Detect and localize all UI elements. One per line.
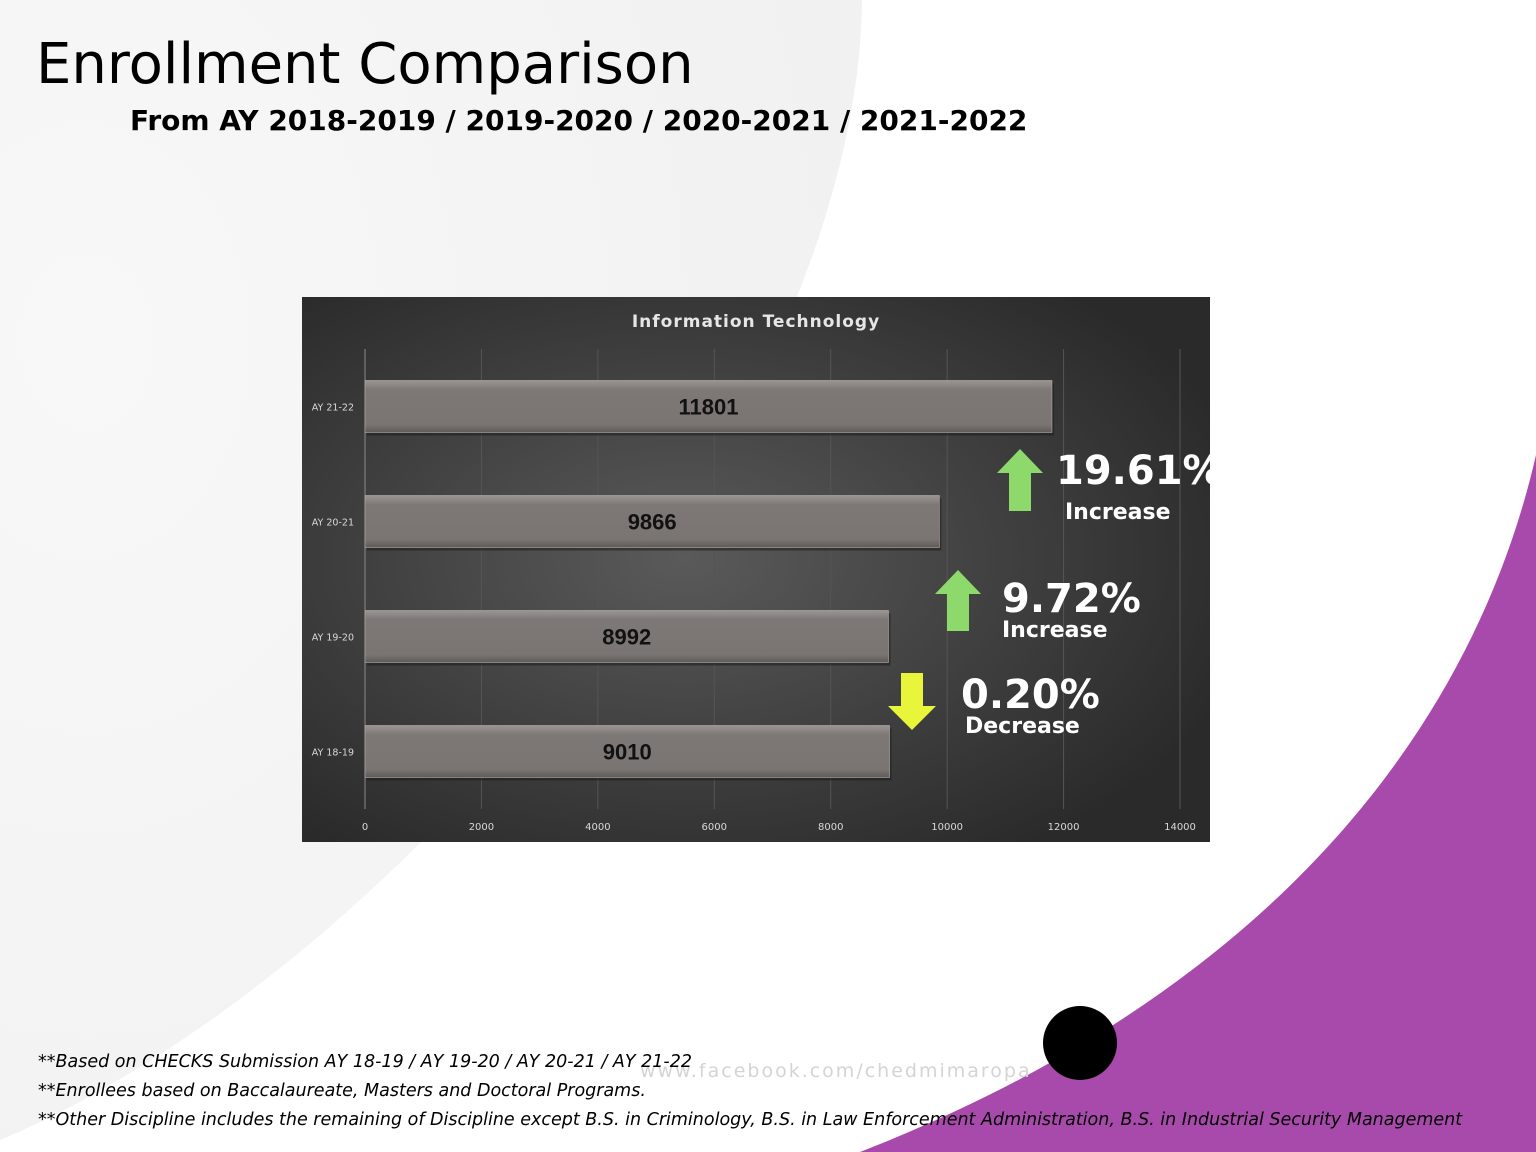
- arrow-up-icon: [997, 449, 1043, 511]
- arrow-up-icon: [935, 570, 981, 631]
- bar: [364, 495, 940, 548]
- chart-panel: Information Technology 0 2000 4000 6000 8000 1…: [302, 297, 1223, 842]
- bar: [364, 380, 1053, 433]
- black-circle-decoration: [1043, 1006, 1117, 1080]
- purple-swoosh-shape: [860, 455, 1536, 1152]
- bar-data-label: 8992: [602, 625, 651, 650]
- bar-chart: Information Technology 0 2000 4000 6000 8000 1…: [302, 297, 1210, 842]
- footnote-3: **Other Discipline includes the remainin…: [38, 1110, 1463, 1130]
- facebook-watermark: www.facebook.com/chedmimaropa: [640, 1060, 1032, 1082]
- callout-0-20: 0.20% Decrease: [961, 673, 1100, 740]
- footnote-1: **Based on CHECKS Submission AY 18-19 / …: [38, 1052, 692, 1072]
- x-tick-label: 14000: [1164, 822, 1196, 833]
- footnote-2: **Enrollees based on Baccalaureate, Mast…: [38, 1081, 646, 1101]
- x-tick-label: 6000: [702, 822, 727, 833]
- callout-19-61: 19.61% Increase: [1056, 449, 1223, 526]
- bar: [364, 610, 889, 663]
- callout-label: Increase: [1065, 500, 1171, 525]
- chart-title: Information Technology: [632, 312, 880, 332]
- bar-data-label: 9866: [628, 510, 677, 535]
- y-category-label: AY 20-21: [312, 518, 354, 529]
- bars: [364, 380, 1054, 781]
- x-tick-label: 8000: [818, 822, 843, 833]
- x-tick-label: 4000: [585, 822, 610, 833]
- labels: Information Technology 0 2000 4000 6000 8000 1…: [312, 312, 1196, 833]
- page-subtitle: From AY 2018-2019 / 2019-2020 / 2020-202…: [130, 104, 1028, 137]
- page-title: Enrollment Comparison: [36, 32, 694, 97]
- bar-data-label: 11801: [679, 395, 739, 420]
- x-tick-label: 12000: [1048, 822, 1080, 833]
- bar: [364, 725, 890, 778]
- callout-9-72: 9.72% Increase: [1002, 577, 1141, 644]
- y-category-label: AY 18-19: [312, 748, 354, 759]
- callout-percent: 0.20%: [961, 672, 1100, 718]
- bar-data-label: 9010: [603, 740, 652, 765]
- footnotes: **Based on CHECKS Submission AY 18-19 / …: [38, 1048, 1462, 1135]
- callout-label: Decrease: [965, 714, 1080, 739]
- callout-label: Increase: [1002, 618, 1108, 643]
- x-tick-label: 0: [362, 822, 368, 833]
- y-category-label: AY 21-22: [312, 403, 354, 414]
- x-tick-label: 2000: [469, 822, 494, 833]
- callout-percent: 19.61%: [1056, 448, 1223, 494]
- callout-percent: 9.72%: [1002, 576, 1141, 622]
- arrow-down-icon: [888, 673, 936, 730]
- y-category-label: AY 19-20: [312, 633, 354, 644]
- x-tick-label: 10000: [931, 822, 963, 833]
